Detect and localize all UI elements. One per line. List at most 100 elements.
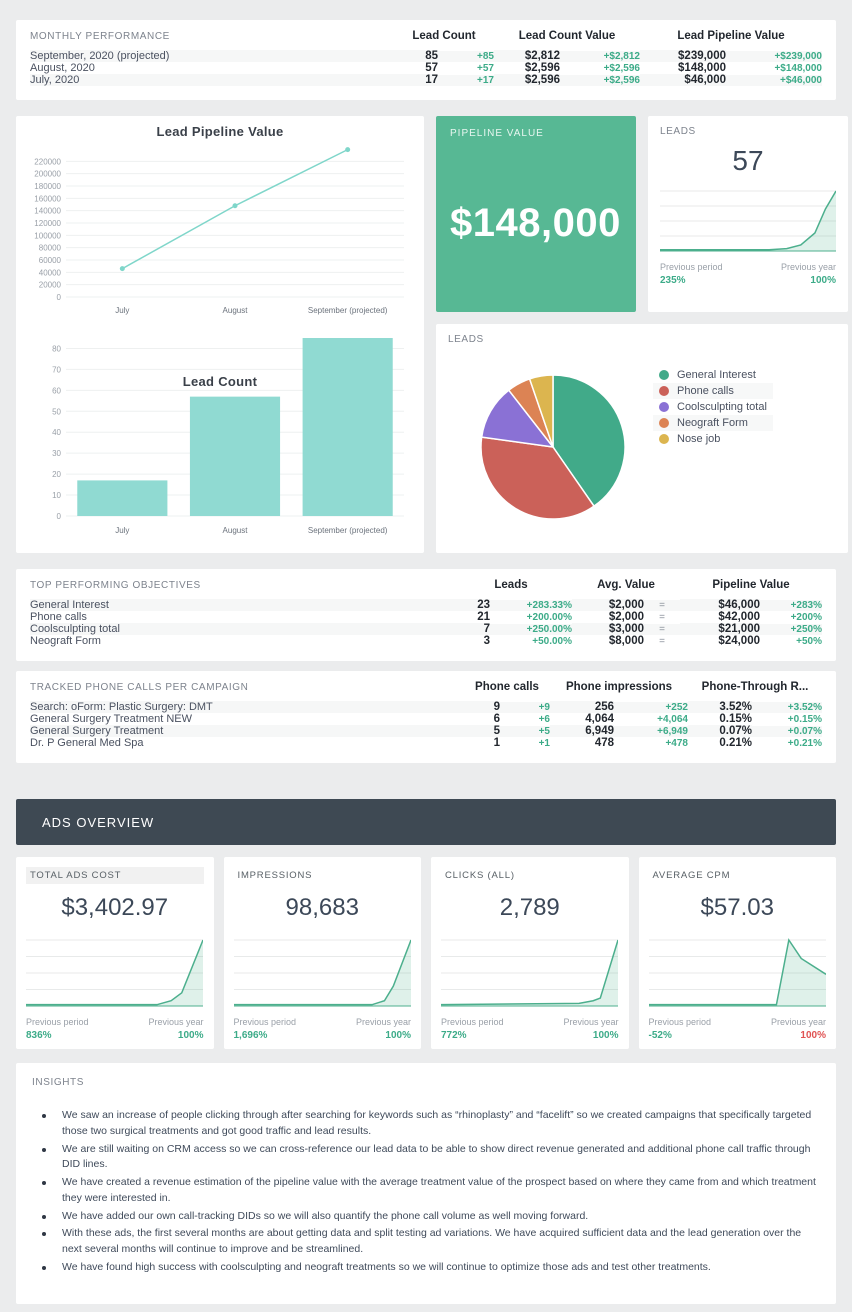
prev-period-label: Previous period (660, 262, 723, 272)
pipeline-value-card: PIPELINE VALUE $148,000 (436, 116, 636, 312)
cell-value: 0.21% (719, 737, 752, 749)
cell-value: 23 (450, 599, 490, 611)
row-label: Search: oForm: Plastic Surgery: DMT (30, 701, 464, 713)
prev-year-value: 100% (800, 1030, 826, 1041)
pie-legend: General Interest Phone calls Coolsculpting… (653, 367, 773, 534)
svg-text:60: 60 (52, 386, 61, 395)
ads-cards-row: TOTAL ADS COST $3,402.97 Previous period 83… (16, 857, 836, 1049)
column-header: Pipeline Value (712, 579, 790, 591)
prev-year-label: Previous year (355, 1017, 411, 1027)
svg-text:July: July (115, 526, 129, 535)
cell-value: 6 (493, 713, 500, 725)
tracked-calls-table: TRACKED PHONE CALLS PER CAMPAIGN Phone ca… (30, 681, 822, 749)
svg-text:220000: 220000 (34, 157, 61, 166)
cell-value: +6 (538, 713, 550, 725)
lead-pipeline-line-chart: 0 20000 40000 60000 80000 100000 120000 140000 1… (22, 139, 418, 326)
prev-period-value: 1,696% (233, 1030, 268, 1041)
cell-value: +0.21% (787, 737, 822, 749)
ads-card-sparkline (26, 939, 204, 1007)
ads-card-value: 2,789 (499, 894, 560, 921)
insights-card: INSIGHTS We saw an increase of people cl… (16, 1063, 836, 1304)
pipeline-value-amount: $148,000 (450, 201, 621, 245)
svg-text:20000: 20000 (39, 281, 62, 290)
prev-period-value: 235% (660, 275, 686, 286)
cell-value: 7 (450, 623, 490, 635)
cell-value: $2,000 (608, 611, 644, 623)
prev-year-label: Previous year (780, 262, 836, 272)
insight-bullet: With these ads, the first several months… (32, 1226, 820, 1258)
prev-year-value: 100% (385, 1030, 411, 1041)
svg-text:120000: 120000 (34, 219, 61, 228)
row-label: General Interest (30, 599, 450, 611)
column-header: Phone calls (475, 681, 539, 693)
legend-dot-icon (659, 434, 669, 444)
cell-value: 5 (464, 725, 500, 737)
cell-value: +252 (614, 701, 688, 713)
cell-value: +$239,000 (726, 50, 822, 62)
charts-panel: Lead Pipeline Value 0 20000 40000 60000 8000… (16, 116, 424, 553)
cell-value: 0.07% (688, 725, 752, 737)
column-header: Leads (494, 579, 528, 591)
cell-value: 9 (464, 701, 500, 713)
cell-value: +6,949 (614, 725, 688, 737)
insights-list: We saw an increase of people clicking th… (32, 1108, 820, 1276)
pipeline-value-title: PIPELINE VALUE (450, 128, 544, 139)
ads-card-sparkline (440, 939, 619, 1007)
insight-bullet: We saw an increase of people clicking th… (32, 1108, 820, 1140)
cell-value: +$2,596 (603, 62, 640, 74)
svg-text:40: 40 (52, 428, 61, 437)
ads-card-title: TOTAL ADS COST (26, 867, 204, 884)
legend-dot-icon (659, 370, 669, 380)
svg-text:200000: 200000 (34, 170, 61, 179)
legend-item: Nose job (653, 431, 773, 447)
row-label: August, 2020 (30, 62, 95, 74)
legend-label: Neograft Form (677, 417, 748, 429)
prev-year-label: Previous year (563, 1017, 619, 1027)
svg-text:100000: 100000 (34, 231, 61, 240)
cell-value: $2,596 (524, 62, 560, 74)
insight-bullet: We have created a revenue estimation of … (32, 1175, 820, 1207)
svg-text:20: 20 (52, 470, 61, 479)
ads-card-title: CLICKS (ALL) (445, 870, 515, 881)
cell-value: $2,596 (494, 74, 560, 86)
ads-card-title: AVERAGE CPM (652, 870, 731, 881)
svg-text:60000: 60000 (39, 256, 62, 265)
legend-dot-icon (659, 418, 669, 428)
cell-value: $2,812 (494, 50, 560, 62)
column-header: Phone impressions (565, 681, 673, 693)
cell-value: +0.07% (752, 725, 822, 737)
row-label: Dr. P General Med Spa (30, 737, 144, 749)
prev-year-value: 100% (177, 1030, 204, 1041)
ads-card-title: IMPRESSIONS (237, 870, 313, 881)
row-label: Phone calls (30, 611, 87, 623)
legend-dot-icon (659, 402, 669, 412)
monthly-performance-card: MONTHLY PERFORMANCE Lead Count Lead Count … (16, 20, 836, 100)
legend-label: Coolsculpting total (677, 401, 767, 413)
cell-value: $24,000 (718, 635, 760, 647)
tracked-calls-card: TRACKED PHONE CALLS PER CAMPAIGN Phone ca… (16, 671, 836, 763)
leads-sparkline (660, 187, 837, 258)
leads-pie-card: LEADS General Interest Phone calls Coolscu… (436, 324, 848, 553)
cell-value: +$2,812 (560, 50, 640, 62)
column-header: Lead Count (412, 30, 476, 42)
cell-value: +478 (665, 737, 688, 749)
insights-title: INSIGHTS (32, 1077, 85, 1088)
row-label: September, 2020 (projected) (30, 50, 394, 62)
cell-value: $46,000 (640, 74, 726, 86)
svg-text:50: 50 (52, 407, 61, 416)
cell-value: +$148,000 (774, 62, 822, 74)
pie-card-title: LEADS (448, 334, 484, 345)
svg-text:160000: 160000 (34, 194, 61, 203)
cell-value: +200% (790, 611, 822, 623)
svg-text:140000: 140000 (34, 207, 61, 216)
table-title: MONTHLY PERFORMANCE (30, 30, 170, 42)
insight-bullet: We have added our own call-tracking DIDs… (32, 1209, 820, 1225)
row-label: General Surgery Treatment NEW (30, 713, 193, 725)
cell-value: +50.00% (532, 635, 572, 647)
lead-count-bar-chart: Lead Count 0 10 20 30 40 50 60 70 80 July August Se… (22, 330, 418, 547)
svg-text:August: August (223, 526, 249, 535)
cell-value: +85 (438, 50, 494, 62)
cell-value: +$46,000 (726, 74, 822, 86)
cell-value: 478 (594, 737, 614, 749)
prev-period-label: Previous period (441, 1017, 504, 1027)
